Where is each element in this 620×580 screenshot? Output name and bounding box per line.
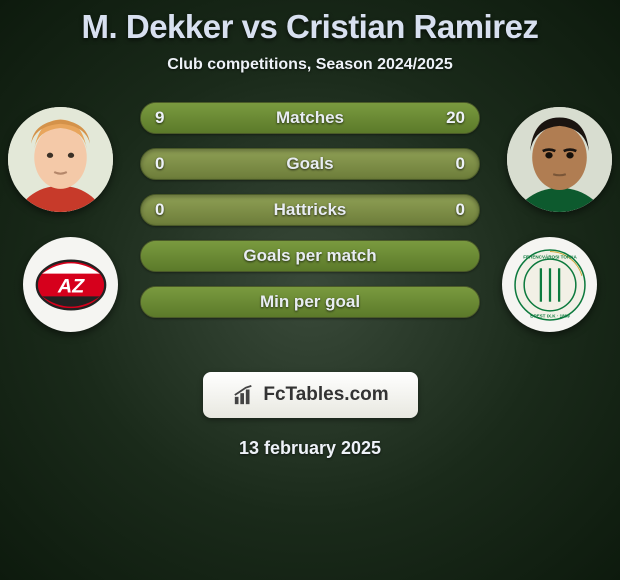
subtitle: Club competitions, Season 2024/2025: [0, 56, 620, 74]
stat-label: Min per goal: [141, 287, 479, 317]
stat-value-right: 0: [456, 149, 465, 179]
avatar-right-svg: [507, 107, 612, 212]
stat-bar-3: Goals per match: [140, 240, 480, 272]
stat-value-left: 0: [155, 149, 164, 179]
comparison-area: AZ FERENCVÁROSI TORNA BPEST IX.K · 1899 …: [0, 102, 620, 352]
chart-icon: [231, 384, 257, 406]
club-left-svg: AZ: [33, 247, 109, 323]
club-right-svg: FERENCVÁROSI TORNA BPEST IX.K · 1899: [512, 247, 588, 323]
stat-bar-0: Matches9 20: [140, 102, 480, 134]
player-right-avatar: [507, 107, 612, 212]
stat-bar-4: Min per goal: [140, 286, 480, 318]
date-text: 13 february 2025: [0, 438, 620, 459]
stat-label: Goals per match: [141, 241, 479, 271]
stat-value-right: 0: [456, 195, 465, 225]
stat-value-left: 0: [155, 195, 164, 225]
player-left-avatar: [8, 107, 113, 212]
svg-text:AZ: AZ: [56, 275, 84, 297]
stat-value-right: 20: [446, 103, 465, 133]
watermark: FcTables.com: [203, 372, 418, 418]
page-title: M. Dekker vs Cristian Ramirez: [0, 0, 620, 46]
stat-value-left: 9: [155, 103, 164, 133]
svg-text:BPEST IX.K · 1899: BPEST IX.K · 1899: [530, 313, 570, 318]
stat-label: Hattricks: [141, 195, 479, 225]
svg-text:FERENCVÁROSI TORNA: FERENCVÁROSI TORNA: [523, 253, 577, 259]
club-left-badge: AZ: [23, 237, 118, 332]
stat-label: Matches: [141, 103, 479, 133]
watermark-text: FcTables.com: [263, 384, 388, 406]
stat-bars: Matches920Goals00Hattricks00Goals per ma…: [140, 102, 480, 332]
avatar-left-svg: [8, 107, 113, 212]
stat-bar-2: Hattricks0 0: [140, 194, 480, 226]
stat-bar-1: Goals0 0: [140, 148, 480, 180]
stat-label: Goals: [141, 149, 479, 179]
club-right-badge: FERENCVÁROSI TORNA BPEST IX.K · 1899: [502, 237, 597, 332]
